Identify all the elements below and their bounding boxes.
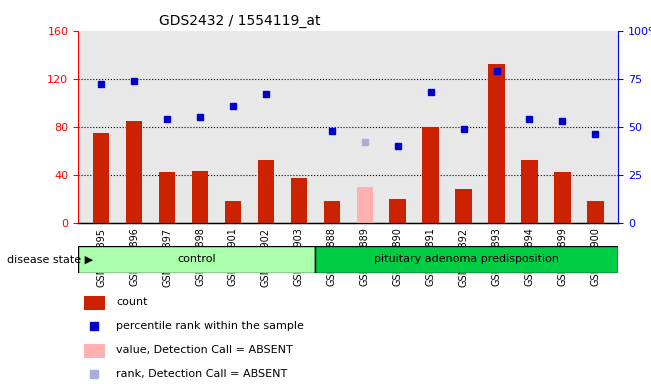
Bar xyxy=(83,296,105,310)
Bar xyxy=(422,127,439,223)
FancyBboxPatch shape xyxy=(78,246,314,273)
FancyBboxPatch shape xyxy=(314,246,618,273)
Text: percentile rank within the sample: percentile rank within the sample xyxy=(116,321,304,331)
Bar xyxy=(587,201,603,223)
Bar xyxy=(455,189,472,223)
Bar xyxy=(126,121,143,223)
Bar xyxy=(225,201,242,223)
Text: pituitary adenoma predisposition: pituitary adenoma predisposition xyxy=(374,254,559,264)
Bar xyxy=(521,161,538,223)
Bar xyxy=(324,201,340,223)
Text: count: count xyxy=(116,297,147,308)
Bar xyxy=(192,171,208,223)
Bar xyxy=(357,187,373,223)
Text: control: control xyxy=(177,254,215,264)
Bar xyxy=(554,172,571,223)
Bar xyxy=(159,172,175,223)
Bar xyxy=(389,199,406,223)
Bar xyxy=(93,133,109,223)
Bar xyxy=(290,178,307,223)
Bar xyxy=(83,344,105,358)
Text: disease state ▶: disease state ▶ xyxy=(7,254,92,264)
Bar xyxy=(258,161,274,223)
Text: rank, Detection Call = ABSENT: rank, Detection Call = ABSENT xyxy=(116,369,287,379)
Bar xyxy=(488,64,505,223)
Text: GDS2432 / 1554119_at: GDS2432 / 1554119_at xyxy=(159,14,321,28)
Text: value, Detection Call = ABSENT: value, Detection Call = ABSENT xyxy=(116,345,293,356)
